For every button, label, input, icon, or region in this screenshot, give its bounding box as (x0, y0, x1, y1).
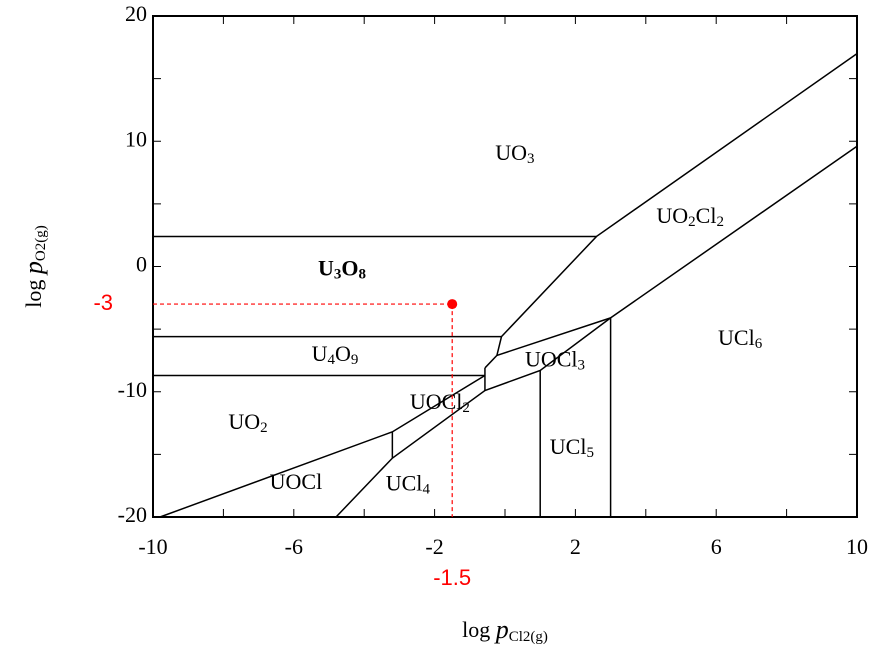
region-label: U3O8 (318, 255, 366, 282)
highlight-y-label: -3 (93, 290, 113, 315)
phase-boundary (496, 317, 611, 357)
x-tick-label: -10 (138, 534, 167, 559)
plot-frame (152, 15, 858, 518)
x-tick-label: -2 (425, 534, 443, 559)
region-label: UOCl (270, 469, 323, 494)
region-label: UCl5 (550, 434, 594, 461)
x-tick-label: 2 (570, 534, 581, 559)
y-tick-label: -10 (118, 377, 147, 402)
x-tick-label: -6 (285, 534, 303, 559)
y-tick-label: 20 (125, 1, 147, 26)
y-tick-label: 10 (125, 126, 147, 151)
phase-boundary (335, 145, 858, 518)
highlight-point (447, 299, 458, 310)
region-label: UO2 (228, 409, 267, 436)
y-tick-label: -20 (118, 502, 147, 527)
x-tick-label: 6 (711, 534, 722, 559)
region-label: UCl6 (718, 325, 763, 352)
region-label: UO2Cl2 (656, 203, 724, 230)
highlight-x-label: -1.5 (433, 565, 471, 590)
region-label: UO3 (495, 140, 534, 167)
y-tick-label: 0 (136, 252, 147, 277)
region-label: U4O9 (312, 341, 359, 368)
axis-label: log pCl2(g) (462, 615, 548, 645)
region-label: UOCl3 (525, 347, 585, 374)
region-label: UCl4 (386, 471, 431, 498)
region-label: UOCl2 (410, 389, 470, 416)
axis-label: log pO2(g) (19, 225, 49, 307)
x-tick-label: 10 (846, 534, 868, 559)
